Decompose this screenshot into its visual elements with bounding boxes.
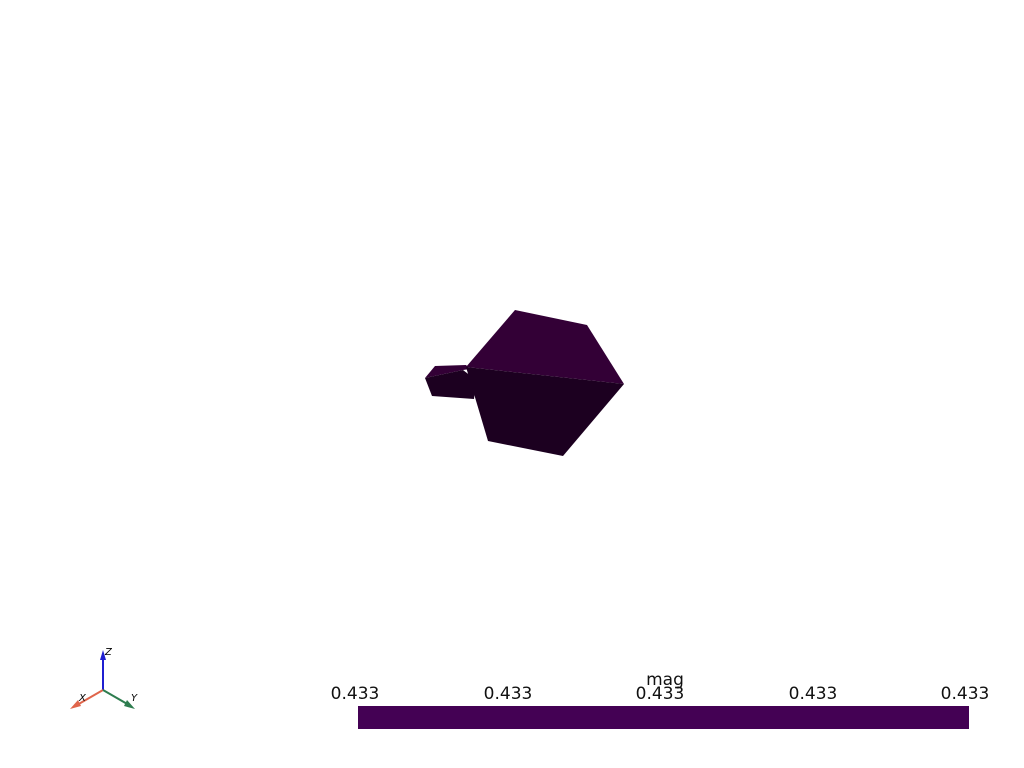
y-axis-line <box>102 689 130 706</box>
z-axis-label: Z <box>104 647 113 658</box>
y-axis-arrow <box>124 700 135 709</box>
x-axis-line <box>76 689 104 706</box>
scalar-bar-tick-label: 0.433 <box>635 684 685 704</box>
x-axis-arrow <box>70 700 81 709</box>
scalar-bar-tick-label: 0.433 <box>330 684 380 704</box>
scalar-bar-title: mag <box>646 670 684 690</box>
y-axis-label: Y <box>131 693 138 704</box>
orientation-axes-widget: Z X Y <box>70 647 138 709</box>
mesh-ear-front-face <box>425 370 476 399</box>
x-axis-label: X <box>78 693 87 704</box>
mesh-top-face <box>466 310 624 384</box>
mesh-front-face <box>466 367 624 456</box>
z-axis-arrow <box>100 650 106 660</box>
mesh-object[interactable] <box>425 310 624 456</box>
scalar-bar-tick-label: 0.433 <box>483 684 533 704</box>
scalar-bar-tick-label: 0.433 <box>940 684 990 704</box>
scalar-bar-tick-label: 0.433 <box>788 684 838 704</box>
scalar-bar-color-strip <box>358 706 969 729</box>
mesh-ear-top-face <box>425 365 470 378</box>
